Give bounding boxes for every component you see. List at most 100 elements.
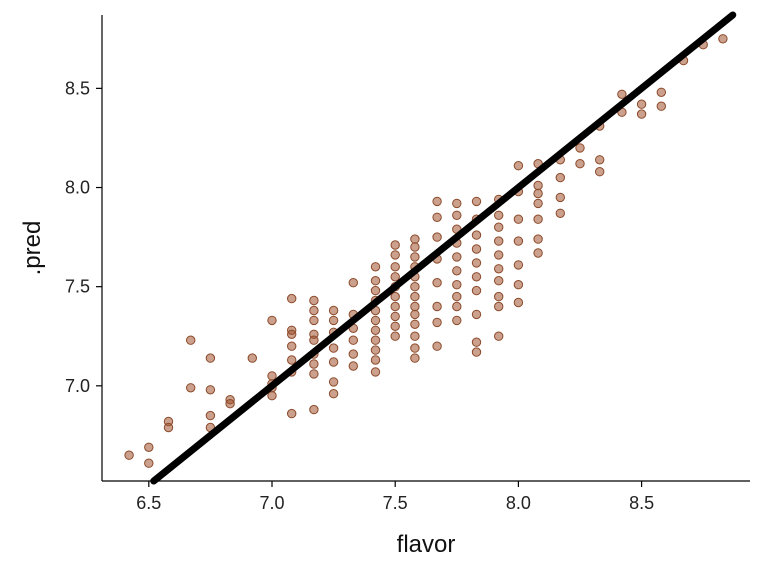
data-point [287, 293, 297, 304]
x-axis-ticks: 6.5 7.0 7.5 8.0 8.5 [136, 481, 654, 513]
data-point [452, 252, 462, 262]
data-point [471, 272, 482, 282]
data-point [471, 347, 482, 357]
data-point [410, 291, 420, 302]
data-point [328, 343, 339, 353]
data-point [452, 198, 462, 209]
data-point [595, 167, 605, 177]
data-point [432, 212, 442, 223]
data-point [287, 329, 297, 339]
data-point [309, 369, 319, 379]
data-point [287, 341, 297, 351]
data-point [267, 371, 277, 381]
data-point [390, 301, 400, 312]
data-point [432, 301, 442, 312]
data-point [432, 196, 442, 207]
y-tick-label: 7.5 [65, 277, 90, 297]
data-point [309, 335, 319, 345]
data-point [144, 442, 154, 452]
data-point [328, 357, 339, 367]
data-point [575, 143, 585, 153]
data-point [370, 285, 381, 296]
data-point [410, 353, 420, 363]
data-point [225, 399, 235, 409]
data-point [575, 159, 585, 169]
data-point [432, 341, 442, 351]
data-point [452, 315, 462, 326]
data-point [471, 285, 482, 296]
data-point [432, 232, 442, 242]
data-point [267, 391, 277, 401]
data-point [494, 236, 504, 246]
y-tick-label: 8.5 [65, 78, 90, 98]
data-point [494, 276, 504, 286]
data-point [494, 264, 504, 274]
data-point [410, 242, 420, 252]
data-point [390, 311, 400, 322]
data-point [309, 295, 319, 306]
data-point [471, 196, 482, 207]
data-point [513, 297, 524, 308]
data-point [555, 208, 565, 219]
data-point [124, 450, 134, 460]
data-point [370, 276, 381, 286]
data-point [513, 161, 524, 171]
data-point [370, 367, 381, 377]
data-point [390, 331, 400, 341]
data-point [390, 240, 400, 250]
data-point [432, 278, 442, 288]
data-point [328, 315, 339, 326]
data-point [555, 192, 565, 203]
data-point [471, 230, 482, 240]
data-point [247, 353, 258, 363]
data-point [370, 355, 381, 365]
data-point [432, 317, 442, 328]
data-point [410, 309, 420, 320]
data-point [617, 89, 627, 100]
data-point [348, 278, 358, 288]
data-point [533, 248, 543, 258]
data-point [309, 404, 319, 415]
data-point [533, 180, 543, 191]
data-point [533, 214, 543, 224]
data-point [555, 172, 565, 183]
data-point [144, 458, 154, 468]
data-point [636, 99, 647, 109]
x-tick-label: 7.0 [259, 493, 284, 513]
data-point [471, 244, 482, 254]
data-point [410, 343, 420, 353]
data-point [163, 422, 174, 433]
data-point [328, 389, 339, 399]
data-point [452, 210, 462, 221]
data-point [390, 272, 400, 282]
data-point [452, 291, 462, 302]
data-point [656, 87, 666, 98]
data-point [494, 250, 504, 260]
data-point [494, 331, 504, 341]
data-point [410, 234, 420, 244]
y-tick-label: 7.0 [65, 376, 90, 396]
data-point [533, 188, 543, 199]
data-point [513, 214, 524, 224]
data-point [328, 305, 339, 316]
data-point [287, 408, 297, 419]
y-tick-label: 8.0 [65, 178, 90, 198]
x-tick-label: 8.5 [629, 493, 654, 513]
data-point [390, 250, 400, 260]
data-point [513, 260, 524, 270]
data-point [328, 377, 339, 387]
points-layer [124, 34, 728, 468]
data-point [410, 319, 420, 329]
data-point [348, 335, 358, 345]
data-point [494, 222, 504, 232]
data-point [267, 315, 277, 326]
data-point [390, 262, 400, 272]
data-point [452, 301, 462, 312]
data-point [287, 355, 297, 365]
data-point [513, 280, 524, 290]
y-axis-ticks: 7.0 7.5 8.0 8.5 [65, 78, 102, 396]
data-point [533, 198, 543, 209]
data-point [370, 345, 381, 355]
data-point [370, 325, 381, 335]
